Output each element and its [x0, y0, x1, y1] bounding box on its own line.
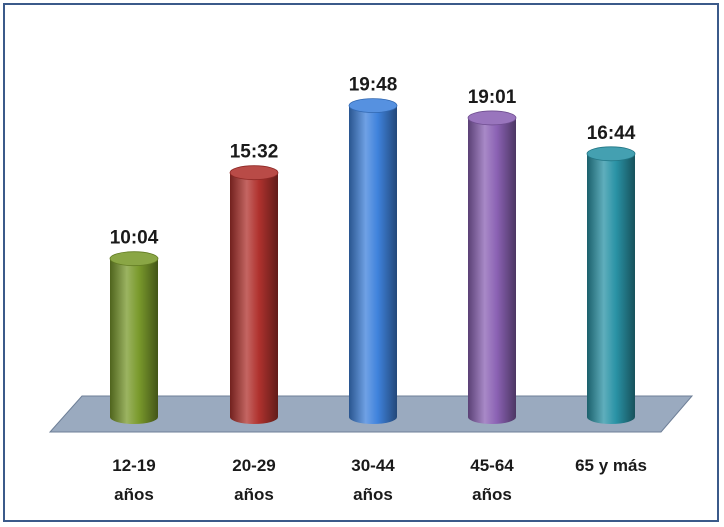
- category-label-0-0: 12-19: [112, 456, 155, 475]
- category-label-1-1: años: [234, 485, 274, 504]
- category-label-2-0: 30-44: [351, 456, 395, 475]
- category-label-2-1: años: [353, 485, 393, 504]
- bar-3: [467, 110, 517, 424]
- bar-top-1: [229, 165, 279, 181]
- bar-2: [348, 98, 398, 424]
- bar-top-4: [586, 146, 636, 162]
- value-labels: 10:04 15:32 19:48 19:01 16:44: [110, 75, 636, 249]
- category-label-0-1: años: [114, 485, 154, 504]
- category-label-1-0: 20-29: [232, 456, 275, 475]
- bar-top-0: [109, 251, 159, 267]
- bar-series: [109, 98, 636, 424]
- bar-1: [229, 165, 279, 424]
- category-label-3-1: años: [472, 485, 512, 504]
- category-label-3-0: 45-64: [470, 456, 514, 475]
- chart-frame: 10:04 15:32 19:48 19:01 16:44 12-19 años 20-29…: [3, 3, 719, 522]
- bar-body-2: [349, 105, 397, 424]
- cylinder-bar-chart: 10:04 15:32 19:48 19:01 16:44 12-19 años 20-29…: [48, 75, 694, 504]
- bar-body-0: [110, 258, 158, 424]
- value-label-0: 10:04: [110, 228, 159, 249]
- value-label-2: 19:48: [349, 75, 398, 96]
- category-labels: 12-19 años 20-29 años 30-44 años 45-64 años 65 y…: [112, 456, 647, 504]
- bar-top-3: [467, 110, 517, 126]
- category-label-4-0: 65 y más: [575, 456, 647, 475]
- bar-4: [586, 146, 636, 424]
- value-label-1: 15:32: [230, 142, 279, 163]
- bar-top-2: [348, 98, 398, 113]
- value-label-3: 19:01: [468, 87, 517, 108]
- bar-body-4: [587, 153, 635, 424]
- bar-body-3: [468, 117, 516, 424]
- value-label-4: 16:44: [587, 123, 636, 144]
- bar-body-1: [230, 172, 278, 424]
- bar-0: [109, 251, 159, 424]
